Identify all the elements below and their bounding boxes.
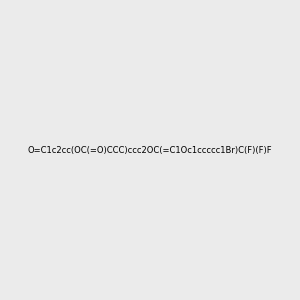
Text: O=C1c2cc(OC(=O)CCC)ccc2OC(=C1Oc1ccccc1Br)C(F)(F)F: O=C1c2cc(OC(=O)CCC)ccc2OC(=C1Oc1ccccc1Br… <box>28 146 272 154</box>
